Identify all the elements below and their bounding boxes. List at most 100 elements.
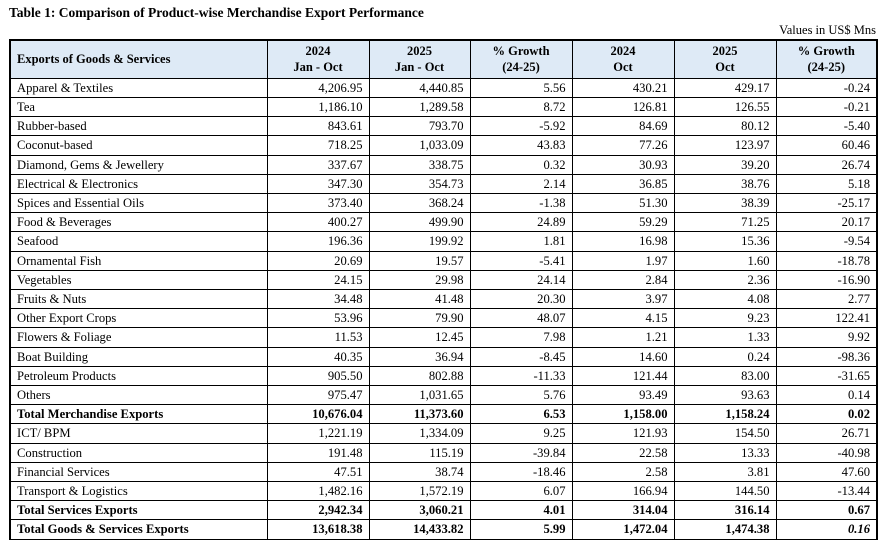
cell-value: 793.70 — [368, 116, 471, 137]
cell-value: -16.90 — [775, 269, 878, 291]
cell-value: 16.98 — [571, 231, 675, 252]
cell-value: 1,482.16 — [266, 481, 370, 502]
row-label: Tea — [9, 97, 268, 118]
cell-value: 93.49 — [571, 385, 675, 406]
cell-value: 2.84 — [571, 269, 675, 291]
cell-value: 51.30 — [571, 193, 675, 214]
header-col-2024-jan-oct: 2024 Jan - Oct — [266, 39, 370, 79]
header-line1: % Growth — [492, 44, 550, 58]
cell-value: 26.74 — [775, 154, 878, 175]
cell-value: 166.94 — [571, 481, 675, 502]
cell-value: 80.12 — [673, 116, 777, 137]
row-label: Coconut-based — [9, 135, 268, 156]
cell-value: 36.85 — [571, 173, 675, 195]
cell-value: 36.94 — [368, 346, 471, 367]
row-label: Rubber-based — [9, 116, 268, 137]
row-label: ICT/ BPM — [9, 423, 268, 444]
cell-value: 1,474.38 — [673, 519, 777, 540]
cell-value: 13.33 — [673, 442, 777, 463]
cell-value: 11.53 — [266, 327, 370, 348]
header-line2: Jan - Oct — [394, 60, 445, 75]
cell-value: -8.45 — [469, 346, 573, 367]
table-row: Petroleum Products 905.50 802.88 -11.33 121.… — [9, 365, 878, 387]
table-row: ICT/ BPM 1,221.19 1,334.09 9.25 121.93 154.50… — [9, 423, 878, 444]
table-row: Rubber-based 843.61 793.70 -5.92 84.69 80.12-… — [9, 116, 878, 137]
cell-value: 4,206.95 — [266, 77, 370, 99]
cell-value: 30.93 — [571, 154, 675, 175]
cell-value: -18.78 — [775, 250, 878, 271]
export-performance-table: Exports of Goods & Services 2024 Jan - O… — [9, 39, 878, 540]
table-row: Ornamental Fish 20.69 19.57 -5.41 1.97 1.60 -1… — [9, 250, 878, 271]
header-col-2025-oct: 2025 Oct — [673, 39, 777, 79]
table-row: Spices and Essential Oils 373.40 368.24 -1.… — [9, 193, 878, 214]
cell-value: 13,618.38 — [266, 519, 370, 540]
total-row: Total Goods & Services Exports 13,618.38 1… — [9, 519, 878, 540]
header-line2: (24-25) — [807, 60, 846, 75]
cell-value: 6.53 — [469, 404, 573, 425]
row-label: Electrical & Electronics — [9, 173, 268, 195]
cell-value: 2,942.34 — [266, 500, 370, 521]
header-col-growth-jan-oct: % Growth (24-25) — [469, 39, 573, 79]
cell-value: 39.20 — [673, 154, 777, 175]
cell-value: -39.84 — [469, 442, 573, 463]
cell-value: 3.81 — [673, 461, 777, 483]
cell-value: 5.56 — [469, 77, 573, 99]
cell-value: -1.38 — [469, 193, 573, 214]
cell-value: 34.48 — [266, 289, 370, 310]
cell-value: 1,334.09 — [368, 423, 471, 444]
header-col-2024-oct: 2024 Oct — [571, 39, 675, 79]
cell-value: 2.58 — [571, 461, 675, 483]
cell-value: 60.46 — [775, 135, 878, 156]
header-col-2025-jan-oct: 2025 Jan - Oct — [368, 39, 471, 79]
cell-value: 38.39 — [673, 193, 777, 214]
cell-value: 0.14 — [775, 385, 878, 406]
cell-value: 0.16 — [775, 519, 878, 540]
cell-value: 1,158.24 — [673, 404, 777, 425]
row-label: Total Merchandise Exports — [9, 404, 268, 425]
cell-value: 905.50 — [266, 365, 370, 387]
cell-value: 3,060.21 — [368, 500, 471, 521]
cell-value: 2.14 — [469, 173, 573, 195]
row-label: Boat Building — [9, 346, 268, 367]
cell-value: 77.26 — [571, 135, 675, 156]
row-label: Ornamental Fish — [9, 250, 268, 271]
cell-value: 59.29 — [571, 212, 675, 233]
row-label: Transport & Logistics — [9, 481, 268, 502]
cell-value: 1,031.65 — [368, 385, 471, 406]
cell-value: 154.50 — [673, 423, 777, 444]
cell-value: 126.55 — [673, 97, 777, 118]
cell-value: 20.30 — [469, 289, 573, 310]
row-label: Petroleum Products — [9, 365, 268, 387]
cell-value: 9.23 — [673, 308, 777, 329]
header-line2: (24-25) — [502, 60, 540, 75]
cell-value: 0.24 — [673, 346, 777, 367]
row-label: Vegetables — [9, 269, 268, 291]
cell-value: 354.73 — [368, 173, 471, 195]
cell-value: 47.51 — [266, 461, 370, 483]
cell-value: 53.96 — [266, 308, 370, 329]
cell-value: -25.17 — [775, 193, 878, 214]
total-row: Total Merchandise Exports 10,676.04 11,373… — [9, 404, 878, 425]
header-line1: 2024 — [610, 44, 636, 58]
cell-value: 1.21 — [571, 327, 675, 348]
cell-value: 38.76 — [673, 173, 777, 195]
cell-value: 11,373.60 — [368, 404, 471, 425]
cell-value: 6.07 — [469, 481, 573, 502]
row-label: Fruits & Nuts — [9, 289, 268, 310]
table-row: Tea 1,186.10 1,289.58 8.72 126.81 126.55 -0.21 — [9, 97, 878, 118]
cell-value: 12.45 — [368, 327, 471, 348]
row-label: Diamond, Gems & Jewellery — [9, 154, 268, 175]
table-caption: Table 1: Comparison of Product-wise Merc… — [9, 5, 424, 20]
cell-value: -98.36 — [775, 346, 878, 367]
cell-value: -5.41 — [469, 250, 573, 271]
header-line1: % Growth — [797, 44, 855, 58]
cell-value: 5.76 — [469, 385, 573, 406]
row-label: Seafood — [9, 231, 268, 252]
cell-value: 368.24 — [368, 193, 471, 214]
cell-value: -13.44 — [775, 481, 878, 502]
cell-value: 1.60 — [673, 250, 777, 271]
cell-value: -40.98 — [775, 442, 878, 463]
cell-value: 14,433.82 — [368, 519, 471, 540]
cell-value: -0.24 — [775, 77, 878, 99]
cell-value: 15.36 — [673, 231, 777, 252]
